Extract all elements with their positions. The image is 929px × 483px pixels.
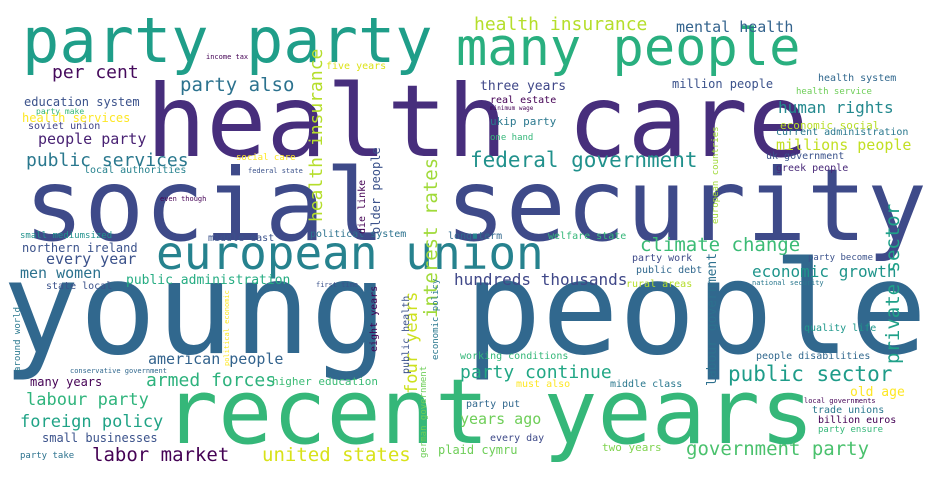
- word: recent years: [164, 360, 815, 465]
- word: middle class: [610, 379, 683, 390]
- word: public sector: [728, 362, 893, 386]
- word: economic policy: [431, 278, 441, 360]
- word: health services: [22, 111, 131, 125]
- word: united states: [262, 444, 411, 466]
- word: die linke: [357, 179, 368, 234]
- word: political economic: [223, 290, 231, 366]
- word: quality life: [804, 323, 877, 334]
- word: young people: [2, 235, 927, 384]
- word: american people: [148, 350, 284, 368]
- word: eight years: [369, 285, 380, 352]
- word: human rights: [778, 98, 894, 117]
- word: per cent: [52, 62, 139, 83]
- word: party become: [808, 253, 874, 263]
- word: long term: [448, 231, 503, 242]
- word: federal state: [248, 167, 303, 175]
- word: party put: [466, 399, 521, 410]
- word: years ago: [460, 410, 542, 428]
- word: three years: [480, 79, 567, 94]
- word: social care: [236, 153, 296, 163]
- word: men women: [20, 264, 102, 282]
- word: health insurance: [474, 14, 648, 35]
- word: soviet union: [28, 121, 101, 132]
- word: german government: [419, 365, 429, 458]
- word: plaid cymru: [438, 443, 518, 457]
- word: many years: [30, 375, 103, 389]
- word: party make: [36, 107, 85, 116]
- word: labor market: [92, 444, 230, 466]
- word: working conditions: [460, 351, 569, 362]
- word: current administration: [776, 127, 909, 138]
- word: local governments: [804, 397, 876, 405]
- word: public debt: [636, 265, 703, 276]
- word: public administration: [126, 273, 291, 288]
- word: party take: [20, 451, 75, 461]
- word: party work: [632, 253, 693, 264]
- word: ukip party: [490, 115, 557, 128]
- word: people disabilities: [756, 351, 871, 362]
- word: one hand: [490, 133, 534, 143]
- word: european countries: [711, 126, 721, 224]
- word: hundreds thousands: [454, 270, 628, 289]
- word: health system: [818, 73, 897, 84]
- word: income tax: [206, 53, 249, 61]
- word: state local: [46, 281, 113, 292]
- word: labour government: [705, 252, 720, 386]
- word: small businesses: [42, 431, 158, 445]
- word: first time: [316, 281, 359, 289]
- word: real estate: [490, 95, 557, 106]
- word: every day: [490, 433, 545, 444]
- word: middle east: [208, 233, 275, 244]
- word: public health: [401, 295, 412, 374]
- word: conservative government: [70, 367, 167, 375]
- word: armed forces: [146, 370, 277, 391]
- word: higher education: [272, 375, 378, 388]
- word: government party: [686, 438, 870, 460]
- word: local authorities: [84, 165, 187, 176]
- word: health service: [796, 87, 872, 97]
- word: people party: [38, 130, 147, 148]
- word: public services: [26, 150, 189, 171]
- word: climate change: [640, 234, 801, 256]
- word: must also: [516, 379, 571, 390]
- word: northern ireland: [22, 241, 138, 255]
- word: even though: [160, 195, 207, 203]
- word: rural areas: [626, 279, 693, 290]
- word: health insurance: [306, 48, 327, 222]
- word: millions people: [776, 136, 912, 154]
- word: greek people: [776, 163, 849, 174]
- word: party continue: [460, 362, 612, 383]
- word: small mediumsized: [20, 231, 113, 241]
- word: million people: [672, 77, 774, 91]
- word: foreign policy: [20, 412, 164, 432]
- word: federal government: [470, 148, 698, 172]
- word: every year: [46, 250, 137, 268]
- word: old age: [850, 385, 905, 400]
- word: party ensure: [818, 425, 884, 435]
- word: political system: [310, 229, 407, 240]
- word: health care: [146, 63, 809, 180]
- word: economic social: [780, 119, 880, 132]
- word: education system: [24, 95, 140, 109]
- word: welfare state: [548, 231, 627, 242]
- word: many people: [456, 18, 801, 78]
- word: party party: [22, 4, 433, 77]
- word: uk government: [766, 151, 845, 162]
- word: two years: [602, 441, 662, 454]
- word: mental health: [676, 18, 794, 36]
- word: minimum wage: [490, 105, 534, 112]
- word: private sector: [882, 203, 904, 364]
- word: european union: [156, 226, 544, 280]
- word: older people: [369, 147, 383, 234]
- word: economic growth: [752, 262, 897, 281]
- word: trade unions: [812, 405, 885, 416]
- word: party also: [180, 74, 295, 96]
- word: billion euros: [818, 415, 897, 426]
- word: national security: [752, 279, 824, 287]
- word: five years: [326, 61, 387, 72]
- word: around world: [13, 306, 23, 372]
- word: labour party: [26, 390, 149, 410]
- word: social security: [23, 147, 927, 264]
